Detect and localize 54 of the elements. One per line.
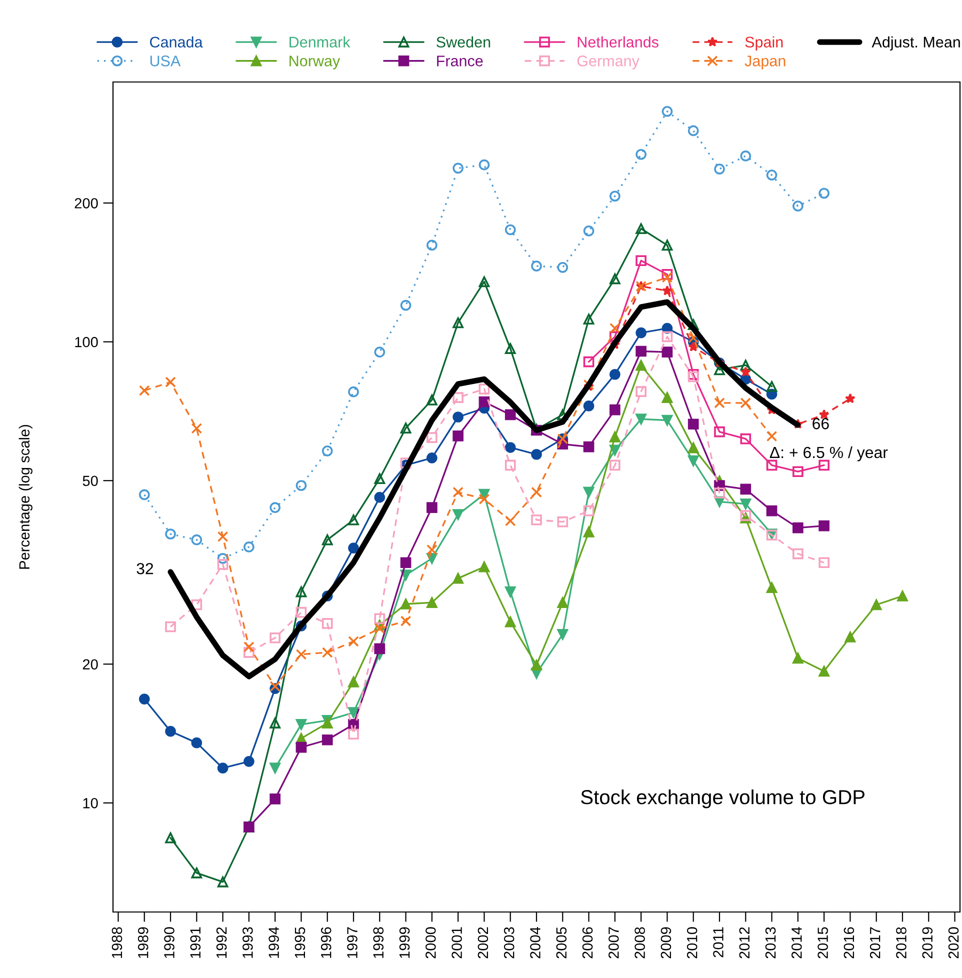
x-tick-label: 2004	[530, 927, 540, 958]
x-tick-label: 2001	[452, 927, 462, 958]
x-tick-label: 2006	[582, 927, 593, 958]
x-tick-label: 2018	[896, 927, 906, 958]
x-tick-label: 2013	[765, 927, 776, 958]
y-axis-title: Percentage (log scale)	[18, 424, 32, 569]
legend-label: Norway	[290, 56, 340, 70]
y-tick-label: 50	[82, 476, 98, 486]
x-tick-label: 2020	[948, 927, 959, 958]
legend-label: Germany	[577, 56, 640, 70]
x-tick-label: 1994	[268, 927, 279, 958]
x-tick-label: 1990	[164, 927, 174, 958]
y-tick-label: 100	[75, 336, 98, 348]
legend-label: Spain	[745, 36, 783, 51]
x-tick-label: 2009	[660, 927, 672, 958]
x-tick-label: 2010	[686, 927, 698, 958]
x-tick-label: 2014	[792, 927, 802, 958]
x-tick-label: 2008	[634, 927, 645, 958]
x-tick-label: 1992	[216, 927, 227, 958]
legend-label: Netherlands	[578, 36, 658, 48]
x-tick-label: 1989	[138, 927, 148, 958]
x-tick-label: 2017	[870, 927, 880, 958]
annotation: 32	[136, 562, 154, 574]
x-tick-label: 2019	[922, 927, 933, 958]
x-tick-label: 1996	[320, 927, 332, 958]
x-tick-label: 2016	[844, 927, 854, 958]
legend-label: Adjust. Mean	[872, 36, 960, 51]
x-tick-label: 2007	[608, 927, 619, 958]
x-tick-label: 2000	[426, 927, 436, 958]
y-tick-label: 200	[74, 198, 98, 208]
annotation: 66	[812, 418, 829, 430]
text: Stock exchange volume to GDP	[581, 790, 865, 808]
x-tick-label: 2003	[504, 927, 514, 958]
x-tick-label: 1993	[242, 927, 253, 958]
legend-label: Japan	[744, 56, 786, 70]
x-tick-label: 2015	[818, 927, 828, 958]
x-tick-label: 1998	[373, 927, 384, 958]
legend-label: Denmark	[290, 36, 350, 48]
legend-label: Canada	[150, 36, 203, 48]
x-tick-label: 1988	[112, 927, 122, 958]
x-tick-label: 2012	[739, 927, 750, 958]
annotation: Δ: + 6.5 % / year	[770, 446, 888, 462]
y-tick-label: 20	[82, 659, 98, 670]
x-tick-label: 2002	[478, 927, 488, 958]
x-tick-label: 1999	[399, 927, 410, 958]
y-tick-label: 10	[83, 798, 98, 808]
x-tick-label: 2011	[713, 927, 724, 958]
x-tick-label: 1997	[347, 927, 358, 958]
legend-label: France	[437, 56, 483, 66]
x-tick-label: 1995	[294, 927, 306, 958]
legend-label: USA	[150, 56, 181, 66]
x-tick-label: 2005	[556, 927, 567, 958]
legend-label: Sweden	[436, 36, 490, 48]
x-tick-label: 1991	[190, 927, 201, 958]
